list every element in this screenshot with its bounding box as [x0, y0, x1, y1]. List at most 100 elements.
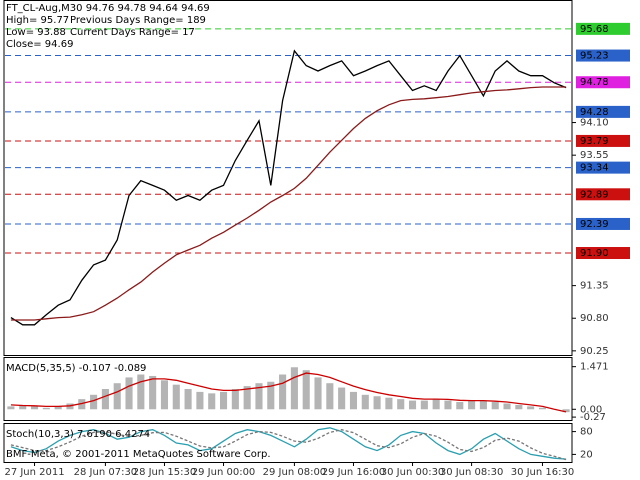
histogram-bar [42, 407, 50, 410]
histogram-bar [562, 409, 570, 413]
level-label: 94.78 [580, 77, 609, 88]
y-tick-label: 91.35 [580, 281, 609, 292]
x-tick-label: 30 Jun 08:30 [440, 467, 504, 478]
histogram-bar [373, 396, 381, 410]
histogram-bar [326, 383, 334, 410]
histogram-bar [314, 377, 322, 410]
histogram-bar [420, 400, 428, 410]
info-text: Low= 93.88 [6, 27, 66, 38]
histogram-bar [479, 400, 487, 410]
level-box [576, 105, 630, 118]
histogram-bar [279, 374, 287, 410]
histogram-bar [302, 370, 310, 410]
histogram-bar [444, 400, 452, 410]
histogram-bar [361, 394, 369, 410]
histogram-bar [184, 389, 192, 410]
level-box [576, 49, 630, 62]
histogram-bar [538, 407, 547, 410]
label-layer: FT_CL-Aug,M30 94.76 94.78 94.64 94.69 Hi… [4, 3, 630, 478]
series-line [10, 86, 567, 321]
histogram-bar [432, 399, 440, 410]
histogram-bar [137, 374, 145, 410]
histogram-bar [172, 384, 180, 410]
histogram-bar [527, 406, 535, 410]
histogram-bar [349, 391, 358, 410]
y-tick-label: 93.55 [580, 150, 609, 161]
level-label: 92.89 [580, 189, 609, 200]
histogram-bar [101, 389, 109, 410]
info-text: Close= 94.69 [6, 39, 73, 50]
histogram-bar [503, 403, 511, 410]
histogram-bar [456, 402, 464, 410]
level-label: 95.68 [580, 24, 609, 35]
histogram-bar [408, 400, 417, 410]
series-line [10, 427, 567, 460]
series-line [10, 49, 567, 326]
stoch-panel [3, 423, 573, 463]
x-tick-label: 28 Jun 07:30 [74, 467, 138, 478]
histogram-bar [196, 391, 204, 410]
level-box [576, 188, 630, 201]
histogram-bar [30, 406, 39, 410]
main-panel [3, 0, 573, 356]
level-label: 93.79 [580, 136, 609, 147]
y-tick-label: -0.27 [580, 412, 606, 423]
level-box [576, 76, 630, 89]
level-box [576, 22, 630, 35]
level-label: 91.90 [580, 248, 609, 259]
x-tick-label: 29 Jun 16:00 [322, 467, 386, 478]
y-tick-label: 90.80 [580, 313, 609, 324]
histogram-bar [78, 399, 86, 410]
level-box [576, 247, 630, 260]
histogram-bar [54, 406, 62, 410]
histogram-bar [385, 397, 393, 410]
x-tick-label: 29 Jun 00:00 [192, 467, 256, 478]
info-text: High= 95.77 [6, 15, 69, 26]
x-tick-label: 27 Jun 2011 [4, 467, 64, 478]
histogram-bar [125, 377, 133, 410]
y-tick-label: 20 [580, 449, 593, 460]
histogram-bar [290, 367, 298, 410]
histogram-bar [468, 400, 476, 410]
histogram-bar [397, 399, 405, 410]
chart-title: FT_CL-Aug,M30 94.76 94.78 94.64 94.69 [6, 3, 210, 14]
macd-title: MACD(5,35,5) -0.107 -0.089 [6, 363, 146, 374]
x-tick-label: 30 Jun 00:30 [381, 467, 445, 478]
histogram-bar [338, 387, 346, 410]
histogram-bar [491, 402, 499, 410]
histogram-bar [149, 375, 157, 410]
stoch-title: Stoch(10,3,3) 7.6190 6.4274 [6, 429, 150, 440]
x-tick-label: 29 Jun 08:00 [263, 467, 327, 478]
histogram-bar [231, 389, 239, 410]
info-text: Current Days Range= 17 [70, 27, 195, 38]
level-box [576, 134, 630, 147]
histogram-bar [160, 380, 169, 410]
y-tick-label: 90.25 [580, 346, 609, 357]
y-tick-label: 0.00 [580, 404, 602, 415]
level-label: 95.23 [580, 51, 609, 62]
y-tick-label: 1.471 [580, 362, 609, 373]
plot-layer [5, 28, 576, 461]
histogram-bar [267, 381, 275, 410]
macd-panel [3, 357, 573, 421]
info-text: Previous Days Range= 189 [70, 15, 206, 26]
histogram-bar [219, 391, 228, 410]
level-box [576, 217, 630, 230]
level-label: 92.39 [580, 219, 609, 230]
histogram-bar [7, 406, 15, 410]
histogram-bar [113, 383, 121, 410]
histogram-bar [255, 383, 263, 410]
series-line [10, 429, 567, 461]
level-label: 94.28 [580, 107, 609, 118]
copyright: BMF-Meta, © 2001-2011 MetaQuotes Softwar… [6, 449, 271, 460]
y-tick-label: 94.10 [580, 118, 609, 129]
histogram-bar [19, 404, 27, 410]
y-tick-label: 80 [580, 427, 593, 438]
histogram-bar [515, 404, 523, 410]
signal-line [10, 372, 567, 413]
level-label: 93.34 [580, 163, 609, 174]
x-tick-label: 28 Jun 15:30 [133, 467, 197, 478]
level-box [576, 161, 630, 174]
histogram-bar [90, 394, 98, 410]
